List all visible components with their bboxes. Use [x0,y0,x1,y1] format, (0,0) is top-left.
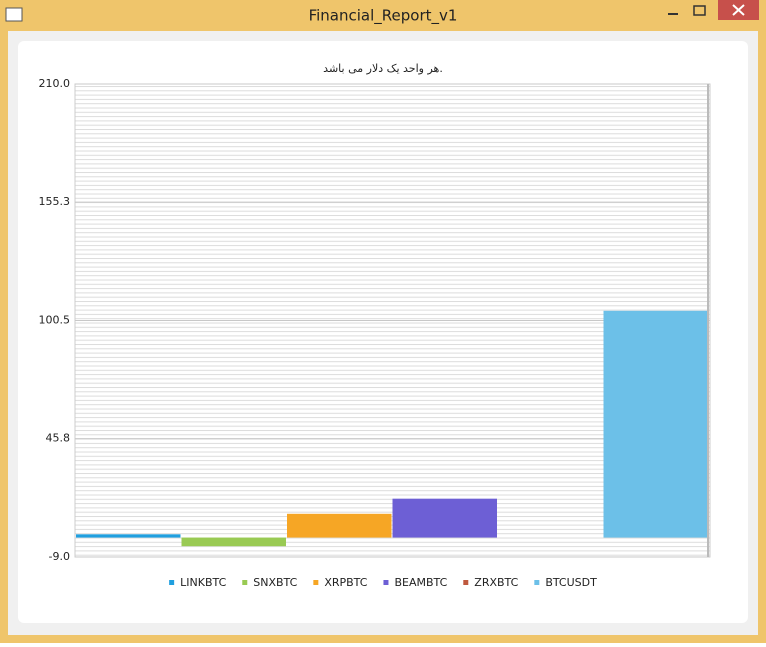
bar [287,513,392,538]
y-tick-label: -9.0 [49,550,70,563]
legend-label: BTCUSDT [545,576,597,589]
legend-marker [242,580,248,585]
legend-marker [383,580,389,585]
legend-label: ZRXBTC [474,576,518,589]
y-tick-label: 100.5 [39,314,71,327]
maximize-button[interactable] [693,5,706,16]
window-title: Financial_Report_v1 [309,7,458,26]
legend-marker [463,580,469,585]
y-tick-label: 210.0 [39,77,71,90]
legend-label: BEAMBTC [394,576,447,589]
legend-label: SNXBTC [253,576,297,589]
legend-marker [534,580,540,585]
legend-label: LINKBTC [180,576,226,589]
app-icon[interactable] [5,7,23,22]
y-tick-label: 45.8 [46,432,71,445]
bar [603,310,708,538]
legend-marker [313,580,319,585]
bar [392,498,497,538]
bar [181,537,286,547]
chart-title: هر واحد یک دلار می باشد. [323,62,443,75]
y-tick-label: 155.3 [39,195,71,208]
legend-marker [169,580,175,585]
bar [76,534,181,538]
close-icon [732,4,745,16]
legend-label: XRPBTC [324,576,367,589]
